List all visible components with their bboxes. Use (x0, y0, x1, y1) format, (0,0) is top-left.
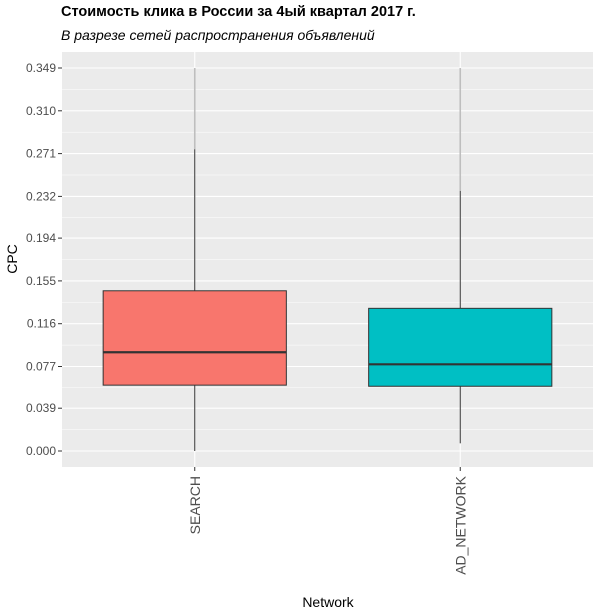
y-tick-label: 0.194 (26, 231, 56, 245)
y-tick-label: 0.000 (26, 444, 56, 458)
y-tick-label: 0.116 (27, 317, 56, 331)
x-tick-label-ad-network: AD_NETWORK (452, 475, 468, 574)
box-search (102, 68, 287, 451)
y-tick-label: 0.310 (26, 104, 56, 118)
iqr-box (102, 290, 287, 386)
x-axis-title: Network (302, 594, 354, 610)
x-axis: SEARCH AD_NETWORK (187, 467, 468, 575)
boxes (102, 68, 553, 451)
box-ad-network (368, 68, 553, 444)
x-tick-label-search: SEARCH (187, 476, 203, 534)
y-tick-label: 0.232 (26, 189, 56, 203)
y-tick-label: 0.039 (26, 401, 56, 415)
y-tick-label: 0.271 (26, 147, 56, 161)
iqr-box (368, 307, 553, 387)
y-axis-title: CPC (4, 244, 20, 274)
y-tick-label: 0.077 (26, 359, 56, 373)
y-axis: 0.000 0.039 0.077 0.116 0.155 0.194 0.232 0.271… (26, 61, 62, 458)
y-tick-label: 0.155 (26, 274, 56, 288)
chart-title: Стоимость клика в России за 4ый квартал … (61, 4, 416, 20)
chart-subtitle: В разрезе сетей распространения объявлен… (61, 27, 375, 43)
y-tick-label: 0.349 (26, 61, 56, 75)
